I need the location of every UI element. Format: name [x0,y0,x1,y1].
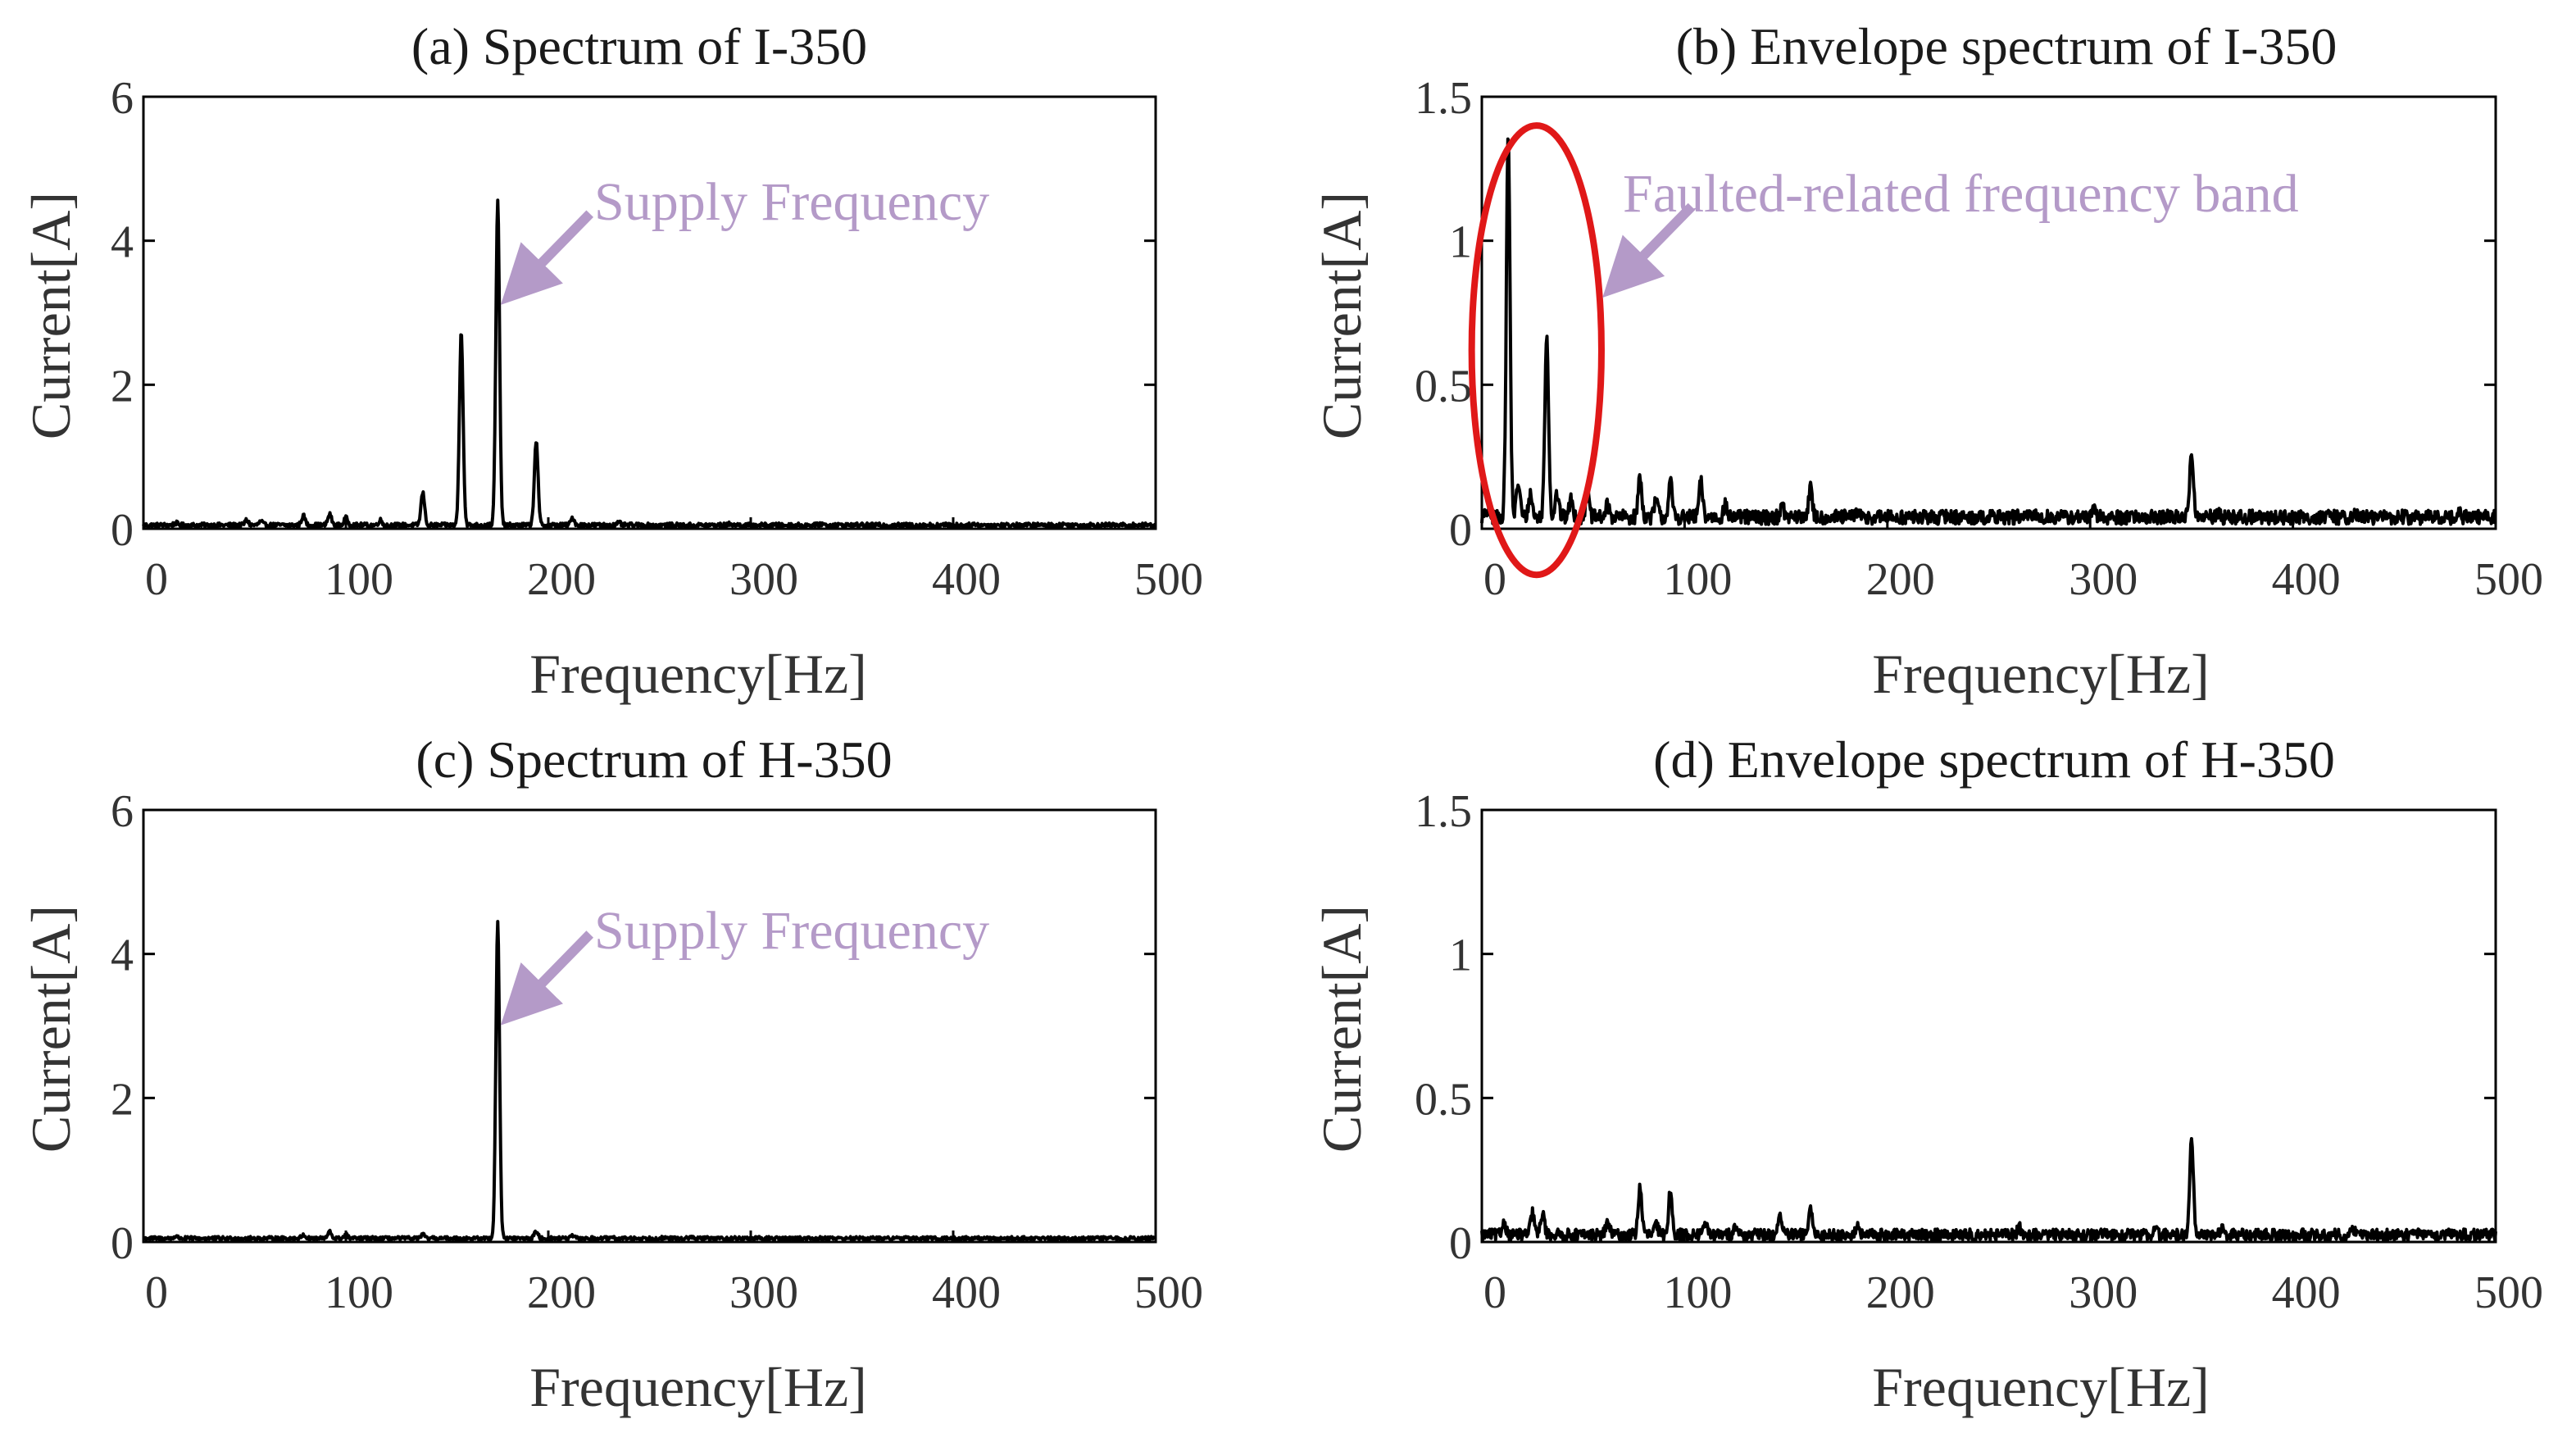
panel-a-title: (a) Spectrum of I-350 [411,17,867,75]
panel-b-x-tick-label: 300 [2069,554,2138,605]
panel-b-x-tick-label: 200 [1866,554,1935,605]
panel-b-x-tick-label: 500 [2474,554,2543,605]
panel-b: (b) Envelope spectrum of I-350 0 100 200 30… [1311,17,2543,705]
panel-d-x-tick-label: 300 [2069,1267,2138,1318]
panel-c-annotation: Supply Frequency [500,901,989,1026]
panel-b-spectrum-trace [1480,137,2497,526]
panel-d-y-tick-label: 0.5 [1415,1074,1472,1125]
panel-d-x-axis-label: Frequency[Hz] [1872,1356,2210,1418]
panel-d-title: (d) Envelope spectrum of H-350 [1653,730,2335,789]
panel-a-x-tick-label: 0 [145,554,168,605]
panel-c-x-tick-label: 300 [729,1267,798,1318]
panel-a-ticks: 0 100 200 300 400 500 0 2 4 6 [111,73,1203,605]
panel-d-plot-frame [1480,808,2497,1244]
panel-b-x-tick-label: 400 [2272,554,2341,605]
panel-a-annotation-arrow [500,210,594,305]
panel-b-annotation-label: Faulted-related frequency band [1623,164,2299,224]
panel-c-annotation-label: Supply Frequency [594,901,989,961]
panel-c-x-tick-label: 100 [325,1267,393,1318]
panel-c-x-tick-label: 200 [527,1267,596,1318]
panel-b-y-tick-label: 1 [1449,217,1472,268]
panel-a-plot-frame [142,95,1157,530]
panel-c-y-axis-label: Current[A] [20,905,82,1153]
panel-c-y-tick-label: 2 [111,1074,134,1125]
panel-b-y-tick-label: 0.5 [1415,361,1472,412]
panel-a-x-tick-label: 500 [1134,554,1203,605]
panel-c: (c) Spectrum of H-350 0 100 200 300 400 500 0 2… [20,730,1203,1418]
panel-a-y-tick-label: 0 [111,505,134,556]
panel-b-x-tick-label: 0 [1483,554,1506,605]
panel-d-x-tick-label: 500 [2474,1267,2543,1318]
panel-a-x-tick-label: 200 [527,554,596,605]
panel-c-x-tick-label: 0 [145,1267,168,1318]
panel-d-ticks: 0 100 200 300 400 500 0 0.5 1 1.5 [1415,786,2543,1318]
panel-a-annotation-label: Supply Frequency [594,172,989,232]
panel-c-x-tick-label: 500 [1134,1267,1203,1318]
panel-d-x-tick-label: 200 [1866,1267,1935,1318]
panel-a-y-tick-label: 2 [111,361,134,412]
panel-d-x-tick-label: 400 [2272,1267,2341,1318]
panel-a-y-tick-label: 4 [111,217,134,268]
panel-a-annotation: Supply Frequency [500,172,989,305]
panel-c-y-tick-label: 4 [111,930,134,981]
panel-a: (a) Spectrum of I-350 0 100 200 300 400 500 0 2… [20,17,1203,705]
panel-b-fault-band-highlight [1468,122,1605,579]
panel-b-y-tick-label: 0 [1449,505,1472,556]
panel-b-ticks: 0 100 200 300 400 500 0 0.5 1 1.5 [1415,73,2543,605]
panel-c-plot-frame [142,808,1157,1244]
panel-b-title: (b) Envelope spectrum of I-350 [1676,17,2337,75]
panel-b-annotation-arrow [1602,202,1696,298]
panel-c-annotation-arrow [500,930,594,1026]
panel-a-x-tick-label: 400 [932,554,1001,605]
panel-a-y-tick-label: 6 [111,73,134,124]
panel-a-x-tick-label: 300 [729,554,798,605]
panel-c-title: (c) Spectrum of H-350 [416,730,892,789]
panel-d-x-tick-label: 0 [1483,1267,1506,1318]
panel-a-y-axis-label: Current[A] [20,192,82,439]
panel-d-y-axis-label: Current[A] [1311,905,1373,1153]
panel-c-x-axis-label: Frequency[Hz] [529,1356,867,1418]
panel-b-plot-frame [1480,95,2497,530]
panel-a-spectrum-trace [142,198,1157,530]
panel-c-y-tick-label: 0 [111,1218,134,1269]
panel-d-spectrum-trace [1480,1137,2497,1243]
panel-b-x-tick-label: 100 [1663,554,1732,605]
panel-c-x-tick-label: 400 [932,1267,1001,1318]
panel-b-x-axis-label: Frequency[Hz] [1872,643,2210,705]
panel-c-y-tick-label: 6 [111,786,134,837]
panel-b-y-tick-label: 1.5 [1415,73,1472,124]
panel-c-ticks: 0 100 200 300 400 500 0 2 4 6 [111,786,1203,1318]
panel-d-x-tick-label: 100 [1663,1267,1732,1318]
panel-d-y-tick-label: 1.5 [1415,786,1472,837]
panel-d: (d) Envelope spectrum of H-350 0 100 200 30… [1311,730,2543,1418]
panel-a-x-axis-label: Frequency[Hz] [529,643,867,705]
panel-d-y-tick-label: 1 [1449,930,1472,981]
panel-d-y-tick-label: 0 [1449,1218,1472,1269]
panel-b-y-axis-label: Current[A] [1311,192,1373,439]
panel-b-annotation: Faulted-related frequency band [1602,164,2299,298]
panel-a-x-tick-label: 100 [325,554,393,605]
panel-c-spectrum-trace [142,920,1157,1242]
